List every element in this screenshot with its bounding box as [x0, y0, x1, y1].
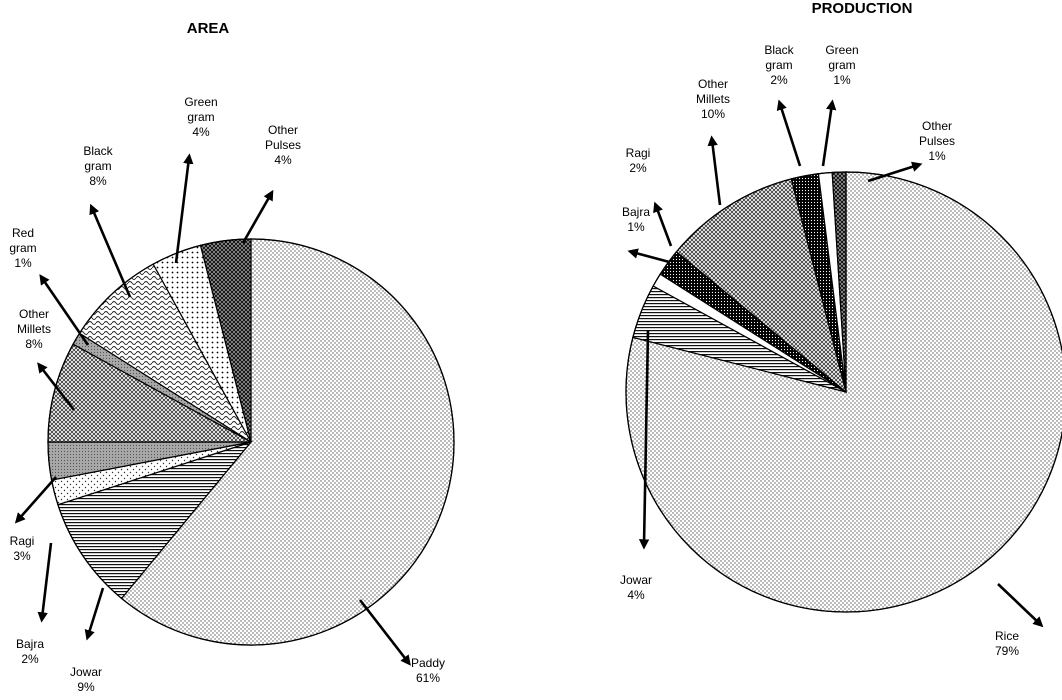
- production-leader-arrow-black-gram: [776, 99, 802, 167]
- chart-title-area: AREA: [187, 20, 230, 37]
- chart-title-production: PRODUCTION: [812, 0, 913, 17]
- area-leader-arrow-paddy: [358, 599, 411, 666]
- area-leader-arrow-green-gram: [174, 153, 194, 264]
- production-label-bajra: Bajra 1%: [622, 205, 650, 234]
- area-leader-arrow-other-millets: [37, 362, 76, 411]
- area-label-ragi: Ragi 3%: [10, 534, 35, 563]
- area-leader-arrow-bajra: [37, 542, 53, 623]
- area-leader-arrow-black-gram: [89, 203, 132, 298]
- production-label-other-pulses: Other Pulses 1%: [919, 119, 955, 163]
- production-leader-arrow-jowar: [638, 329, 650, 550]
- area-label-green-gram: Green gram 4%: [184, 95, 217, 139]
- area-pie-outline: [47, 238, 455, 646]
- area-label-paddy: Paddy 61%: [411, 656, 445, 685]
- area-label-other-pulses: Other Pulses 4%: [265, 123, 301, 167]
- production-label-jowar: Jowar 4%: [620, 573, 652, 602]
- pie-area: Paddy 61% Jowar 9% Bajra 2% Ragi 3% Other Millets…: [9, 95, 455, 694]
- production-leader-arrow-other-millets: [707, 135, 722, 206]
- area-label-black-gram: Black gram 8%: [83, 144, 113, 188]
- production-leader-arrow-other-pulses: [867, 161, 923, 183]
- area-label-red-gram: Red gram 1%: [9, 226, 36, 270]
- production-leader-arrow-rice: [997, 583, 1044, 628]
- production-label-rice: Rice 79%: [995, 629, 1019, 658]
- area-label-jowar: Jowar 9%: [70, 665, 102, 694]
- area-leader-arrow-other-pulses: [241, 189, 274, 244]
- area-leader-arrow-jowar: [84, 587, 105, 641]
- production-pie-outline: [625, 171, 1062, 613]
- production-label-other-millets: Other Millets 10%: [696, 77, 730, 121]
- production-label-ragi: Ragi 2%: [626, 146, 651, 175]
- production-leader-arrow-ragi: [653, 201, 673, 247]
- production-label-black-gram: Black gram 2%: [764, 43, 794, 87]
- production-leader-arrow-green-gram: [821, 99, 837, 167]
- pie-production: Rice 79% Jowar 4% Bajra 1% Ragi 2% Other Millets 1…: [620, 43, 1062, 658]
- production-label-green-gram: Green gram 1%: [825, 43, 858, 87]
- area-leader-arrow-ragi: [14, 476, 57, 524]
- area-label-bajra: Bajra 2%: [16, 637, 44, 666]
- area-label-other-millets: Other Millets 8%: [17, 307, 51, 351]
